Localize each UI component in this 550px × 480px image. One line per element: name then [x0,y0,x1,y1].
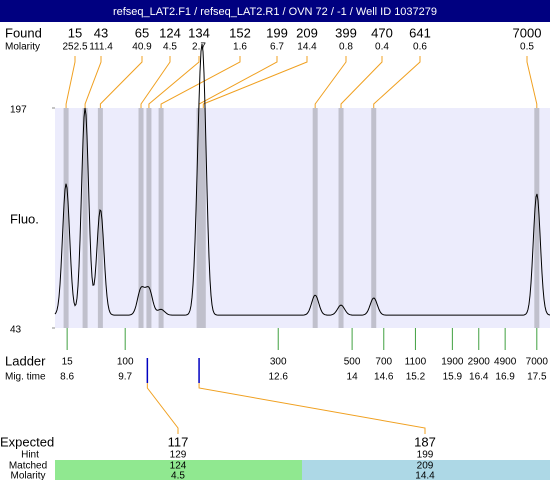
found-size: 15 [68,25,82,40]
found-molarity: 0.6 [413,42,427,53]
ladder-size: 300 [270,357,287,368]
ladder-time: 14.6 [374,372,394,383]
ladder-time: 16.4 [469,372,489,383]
found-molarity: 0.4 [375,42,389,53]
ladder-size: 1100 [405,357,427,368]
ladder-time: 15.2 [406,372,426,383]
ladder-time: 12.6 [268,372,288,383]
ladder-size: 2900 [468,357,491,368]
peak-connector [140,56,171,108]
found-size: 7000 [513,25,542,40]
found-size: 470 [371,25,393,40]
molarity-value: 4.5 [171,471,185,480]
expected-value: 117 [168,434,189,449]
ladder-time: 8.6 [60,372,74,383]
trace [54,43,550,316]
peak-band [97,108,103,328]
peak-band [138,108,144,328]
y-tick-label: 197 [10,105,27,116]
title-bar [0,0,550,22]
hint-value: 199 [417,450,434,461]
ladder-time: 17.5 [527,372,547,383]
ladder-size: 15 [62,357,74,368]
found-molarity: 14.4 [297,42,317,53]
peak-band [63,108,69,328]
peak-connector [373,56,421,108]
peak-band [534,108,540,328]
molarity-label: Molarity [5,42,40,53]
peak-connector [526,56,538,108]
peak-band [338,108,344,328]
ladder-size: 7000 [526,357,549,368]
peak-band [146,108,152,328]
peak-connector [148,56,200,108]
expected-label: Expected [0,434,54,449]
found-size: 65 [135,25,149,40]
matched-label: Matched [9,461,47,472]
ladder-time: 15.9 [443,372,463,383]
peak-band [200,108,206,328]
matched-value: 209 [417,461,434,472]
found-molarity: 0.8 [339,42,353,53]
matched-bg [302,460,550,480]
found-molarity: 4.5 [163,42,177,53]
hint-value: 129 [170,450,187,461]
peak-connector [160,56,241,108]
plot-area [55,108,550,328]
ladder-size: 500 [344,357,361,368]
molarity-value: 14.4 [415,471,435,480]
found-size: 209 [296,25,318,40]
ladder-size: 1900 [441,357,464,368]
ladder-size: 4900 [494,357,517,368]
found-molarity: 0.5 [520,42,534,53]
found-molarity: 111.4 [89,42,113,53]
peak-connector [65,56,76,108]
found-molarity: 6.7 [270,42,284,53]
found-molarity: 2.7 [192,42,206,53]
peak-connector [198,56,278,108]
peak-connector [202,56,308,108]
found-size: 641 [409,25,431,40]
found-molarity: 1.6 [233,42,247,53]
expected-value: 187 [414,434,436,449]
ladder-time: 9.7 [118,372,132,383]
found-molarity: 252.5 [62,42,87,53]
ladder-time: 14 [347,372,359,383]
expected-connector [198,383,426,434]
peak-connector [84,56,102,108]
ladder-size: 100 [117,357,134,368]
matched-bg [55,460,302,480]
peak-band [371,108,377,328]
matched-value: 124 [170,461,187,472]
found-label: Found [5,25,42,40]
found-size: 43 [94,25,108,40]
expected-connector [146,383,179,434]
ladder-size: 700 [375,357,392,368]
peak-connector [314,56,347,108]
title: refseq_LAT2.F1 / refseq_LAT2.R1 / OVN 72… [113,6,437,18]
peak-band [312,108,318,328]
found-size: 199 [266,25,288,40]
peak-band [82,108,88,328]
mig-time-label: Mig. time [5,372,46,383]
found-size: 399 [335,25,357,40]
peak-band [196,108,202,328]
hint-label: Hint [21,450,39,461]
found-size: 134 [188,25,210,40]
y-axis-label: Fluo. [10,211,39,226]
ladder-label: Ladder [5,353,46,368]
peak-connector [99,56,143,108]
found-size: 124 [159,25,181,40]
peak-connector [340,56,383,108]
peak-band [158,108,164,328]
found-molarity: 40.9 [132,42,152,53]
ladder-time: 16.9 [495,372,515,383]
row-molarity-label: Molarity [10,471,45,480]
found-size: 152 [229,25,251,40]
y-tick-label: 43 [10,325,22,336]
